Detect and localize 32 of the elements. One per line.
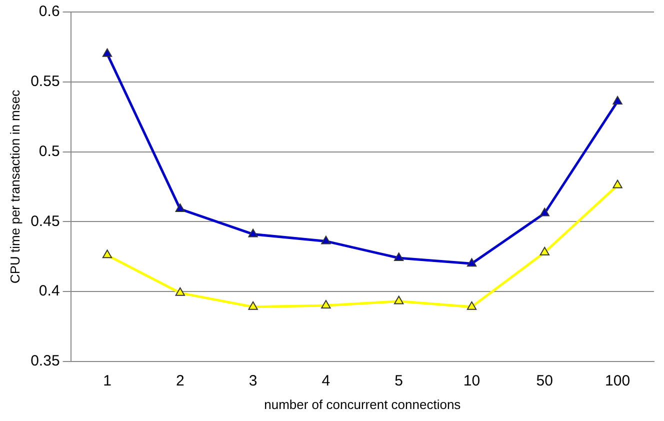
point xyxy=(175,204,185,212)
y-tick-label: 0.35 xyxy=(30,352,60,370)
x-tick-label: 100 xyxy=(605,372,630,390)
point xyxy=(102,48,112,57)
y-tick-label: 0.45 xyxy=(30,212,60,230)
point xyxy=(394,252,404,261)
x-tick-label: 4 xyxy=(322,372,330,390)
x-tick-label: 10 xyxy=(463,372,480,390)
point xyxy=(321,236,331,244)
point xyxy=(175,287,185,296)
point xyxy=(540,208,550,216)
point xyxy=(612,96,622,104)
point xyxy=(321,300,331,308)
y-axis-title: CPU time per transaction in msec xyxy=(7,89,22,284)
point xyxy=(540,246,550,256)
point xyxy=(466,301,477,310)
y-tick-label: 0.4 xyxy=(38,282,60,300)
point xyxy=(466,258,477,267)
x-axis-title: number of concurrent connections xyxy=(264,396,462,412)
x-tick-label: 1 xyxy=(103,372,112,390)
y-tick-label: 0.5 xyxy=(38,142,60,160)
x-tick-label: 50 xyxy=(536,372,553,390)
point xyxy=(248,228,258,238)
point xyxy=(394,296,404,304)
y-tick-label: 0.6 xyxy=(38,3,60,20)
point xyxy=(612,180,622,188)
y-tick-label: 0.55 xyxy=(30,73,60,90)
x-tick-label: 3 xyxy=(248,372,258,390)
point xyxy=(102,250,112,258)
point xyxy=(248,301,258,310)
x-tick-label: 2 xyxy=(176,372,184,390)
x-tick-label: 5 xyxy=(394,372,404,390)
